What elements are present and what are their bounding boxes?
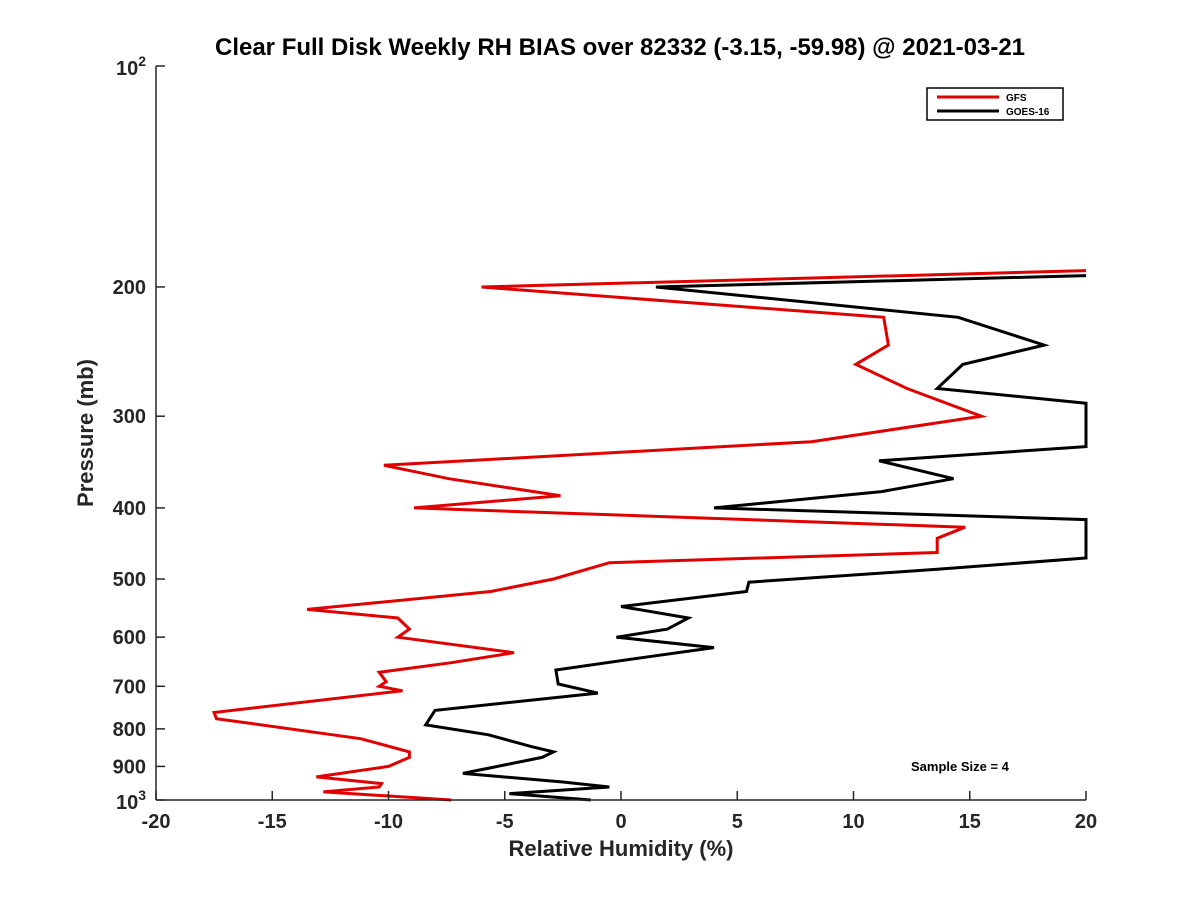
x-tick-label: 15 [959, 811, 981, 833]
chart-title: Clear Full Disk Weekly RH BIAS over 8233… [215, 34, 1025, 61]
y-tick-label: 200 [113, 277, 146, 299]
x-tick-label: 20 [1075, 811, 1097, 833]
series-line-gfs [212, 269, 1087, 802]
series-line-goes16 [423, 274, 1088, 802]
x-tick-label: -5 [496, 811, 514, 833]
y-tick-label: 400 [113, 498, 146, 520]
y-tick-label: 103 [116, 787, 146, 814]
y-tick-label: 500 [113, 569, 146, 591]
y-tick-label: 900 [113, 756, 146, 778]
y-axis-label: Pressure (mb) [73, 359, 98, 507]
y-tick-label: 800 [113, 719, 146, 741]
y-tick-label: 300 [113, 406, 146, 428]
sample-size-annotation: Sample Size = 4 [911, 759, 1010, 774]
y-axis-ticks: 102 200 300 400 500 600 700 800 900 103 [113, 53, 165, 814]
legend-label-goes16: GOES-16 [1006, 107, 1050, 118]
x-axis-ticks: -20 -15 -10 -5 0 5 10 15 20 [142, 791, 1097, 833]
x-tick-label: -20 [142, 811, 171, 833]
y-tick-label: 700 [113, 676, 146, 698]
x-tick-label: -10 [374, 811, 403, 833]
x-tick-label: 5 [732, 811, 743, 833]
x-axis-label: Relative Humidity (%) [509, 836, 734, 861]
x-tick-label: 10 [842, 811, 864, 833]
x-tick-label: 0 [615, 811, 626, 833]
legend: GFS GOES-16 [926, 87, 1064, 121]
plot-lines [212, 269, 1088, 802]
x-tick-label: -15 [258, 811, 287, 833]
y-tick-label: 600 [113, 627, 146, 649]
y-tick-label: 102 [116, 53, 146, 80]
legend-box [926, 87, 1064, 121]
legend-label-gfs: GFS [1006, 93, 1027, 104]
